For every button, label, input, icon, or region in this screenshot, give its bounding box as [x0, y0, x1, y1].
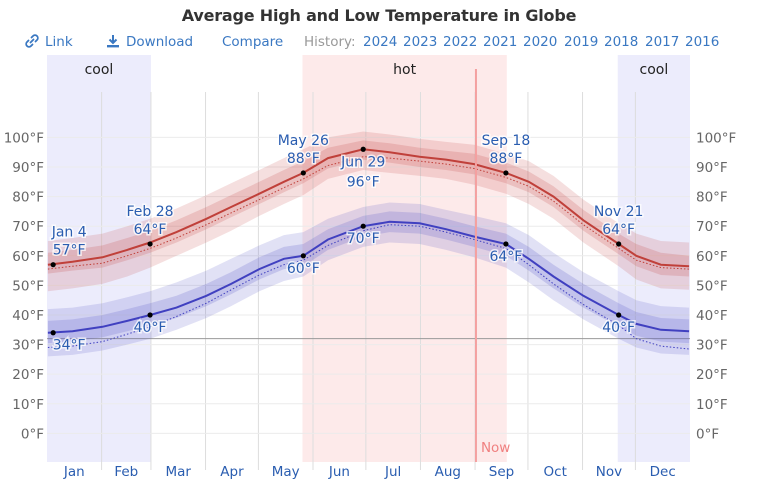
y-tick-label-left: 0°F	[21, 426, 44, 442]
annotation-value: 64°F	[602, 222, 635, 238]
annotation-date: Jun 29	[340, 154, 385, 170]
y-tick-label-right: 30°F	[696, 338, 728, 354]
history-year-link[interactable]: 2022	[443, 34, 478, 50]
history-year-link[interactable]: 2024	[363, 34, 398, 50]
high-point	[616, 241, 622, 247]
annotation-value: 96°F	[347, 174, 380, 190]
annotation-value: 88°F	[489, 151, 522, 167]
history-year-link[interactable]: 2016	[685, 34, 720, 50]
month-label: Jun	[328, 464, 350, 480]
month-label: Nov	[596, 464, 622, 480]
y-tick-label-left: 20°F	[12, 367, 44, 383]
link-label: Link	[45, 34, 73, 50]
y-tick-label-right: 80°F	[696, 190, 728, 206]
download-button[interactable]: Download	[106, 34, 193, 52]
annotation-date: Nov 21	[594, 204, 644, 220]
annotation-date: Jan 4	[51, 225, 87, 241]
y-tick-label-left: 40°F	[12, 308, 44, 324]
high-band-25-75	[47, 140, 690, 277]
y-tick-label-left: 100°F	[4, 130, 44, 146]
y-tick-label-left: 70°F	[12, 219, 44, 235]
annotation-value: 64°F	[134, 222, 167, 238]
season-label: hot	[393, 62, 416, 78]
y-tick-label-left: 90°F	[12, 160, 44, 176]
annotation-value: 88°F	[287, 151, 320, 167]
season-label: cool	[85, 62, 114, 78]
y-tick-label-right: 90°F	[696, 160, 728, 176]
annotation-value: 40°F	[134, 320, 167, 336]
history-label: History:	[304, 34, 356, 50]
season-label: cool	[640, 62, 669, 78]
toolbar: Link Download Compare History: 2024 2023…	[0, 34, 758, 54]
download-icon	[106, 34, 120, 52]
history-year-link[interactable]: 2021	[483, 34, 518, 50]
axes: 0°F 0°F 10°F 10°F 20°F 20°F 30°F 30°F 40°F 40°F 50…	[4, 130, 737, 480]
link-button[interactable]: Link	[25, 34, 73, 52]
history-year-link[interactable]: 2018	[604, 34, 639, 50]
now-marker: Now	[474, 69, 510, 462]
month-label: Sep	[489, 464, 514, 480]
high-point	[147, 241, 153, 247]
annotation-date: Feb 28	[127, 204, 174, 220]
annotation-value: 70°F	[347, 231, 380, 247]
history-year-link[interactable]: 2023	[403, 34, 438, 50]
month-label: Jul	[384, 464, 401, 480]
annotation-value: 60°F	[287, 261, 320, 277]
annotation-value: 64°F	[489, 249, 522, 265]
high-trend-line	[47, 156, 690, 270]
month-label: Jan	[63, 464, 85, 480]
annotation-value: 57°F	[53, 243, 86, 259]
link-icon	[25, 34, 39, 52]
annotation-value: 34°F	[53, 338, 86, 354]
low-point	[300, 253, 306, 259]
y-tick-label-right: 70°F	[696, 219, 728, 235]
high-point	[300, 170, 306, 176]
month-label: Feb	[114, 464, 138, 480]
y-tick-label-right: 0°F	[696, 426, 719, 442]
download-label: Download	[126, 34, 194, 50]
y-tick-label-left: 50°F	[12, 278, 44, 294]
history-year-link[interactable]: 2017	[645, 34, 680, 50]
month-label: Aug	[435, 464, 461, 480]
low-band-10-90	[47, 202, 690, 357]
y-tick-label-right: 10°F	[696, 397, 728, 413]
compare-button[interactable]: Compare	[222, 34, 284, 50]
y-tick-label-right: 20°F	[696, 367, 728, 383]
month-label: Oct	[544, 464, 567, 480]
high-point	[503, 170, 509, 176]
high-band-10-90	[47, 131, 690, 292]
y-tick-label-left: 60°F	[12, 249, 44, 265]
low-point	[147, 312, 153, 318]
y-tick-label-left: 80°F	[12, 190, 44, 206]
low-trend-line	[47, 224, 690, 350]
annotation-date: May 26	[278, 133, 329, 149]
y-tick-label-left: 30°F	[12, 338, 44, 354]
month-label: Dec	[650, 464, 676, 480]
low-point	[50, 330, 56, 336]
y-tick-label-right: 40°F	[696, 308, 728, 324]
y-tick-label-right: 100°F	[696, 130, 736, 146]
y-tick-label-left: 10°F	[12, 397, 44, 413]
low-point	[503, 241, 509, 247]
y-tick-label-right: 50°F	[696, 278, 728, 294]
high-point	[50, 262, 56, 268]
chart-title: Average High and Low Temperature in Glob…	[181, 6, 577, 25]
month-label: Apr	[220, 464, 244, 480]
season-band-cool	[617, 55, 690, 462]
annotation-date: Sep 18	[482, 133, 531, 149]
month-label: Mar	[166, 464, 192, 480]
high-point	[360, 146, 366, 152]
low-point	[360, 223, 366, 229]
annotation-value: 40°F	[602, 320, 635, 336]
now-label: Now	[481, 440, 510, 456]
history-year-link[interactable]: 2020	[523, 34, 558, 50]
annotations: Jan 4 57°F Feb 28 64°F May 26 88°F Jun 29 96°F S…	[49, 131, 645, 355]
low-point	[616, 312, 622, 318]
history-year-link[interactable]: 2019	[564, 34, 599, 50]
y-tick-label-right: 60°F	[696, 249, 728, 265]
season-band-hot	[302, 55, 507, 462]
month-label: May	[272, 464, 300, 480]
